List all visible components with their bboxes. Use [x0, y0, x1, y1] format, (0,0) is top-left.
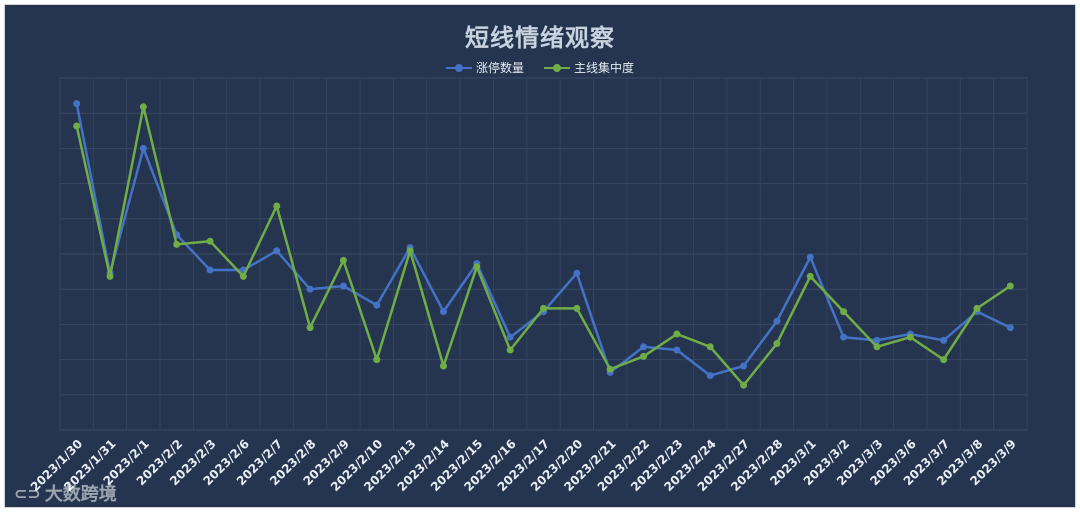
data-point-series-2	[606, 365, 614, 373]
data-point-series-1	[73, 100, 81, 108]
watermark-text: 大数跨境	[44, 484, 117, 505]
data-point-series-1	[873, 336, 881, 344]
data-point-series-2	[439, 362, 447, 370]
data-point-series-1	[673, 346, 681, 354]
data-point-series-1	[740, 362, 748, 370]
data-point-series-1	[139, 144, 147, 152]
data-point-series-2	[640, 352, 648, 360]
data-point-series-1	[506, 333, 514, 341]
chart-frame	[4, 4, 1076, 508]
data-point-series-1	[706, 372, 714, 380]
data-point-series-2	[273, 202, 281, 210]
data-point-series-1	[206, 266, 214, 274]
data-point-series-2	[1006, 282, 1014, 290]
data-point-series-2	[73, 122, 81, 130]
data-point-series-2	[906, 333, 914, 341]
data-point-series-1	[940, 336, 948, 344]
legend-swatch-series-2	[544, 63, 570, 73]
series-line-1	[75, 103, 1011, 377]
data-point-series-2	[940, 356, 948, 364]
data-point-series-2	[740, 381, 748, 389]
legend-item-series-1[interactable]: 涨停数量	[445, 59, 524, 76]
data-point-series-2	[106, 272, 114, 280]
data-point-series-2	[673, 330, 681, 338]
data-point-series-1	[573, 269, 581, 277]
chart-legend: 涨停数量 主线集中度	[0, 59, 1080, 76]
data-point-series-2	[506, 346, 514, 354]
data-point-series-2	[706, 343, 714, 351]
data-point-series-2	[139, 103, 147, 111]
chart-title: 短线情绪观察	[465, 24, 615, 52]
legend-swatch-series-1	[445, 63, 472, 73]
data-point-series-2	[973, 304, 981, 312]
data-point-series-2	[373, 356, 381, 364]
data-point-series-2	[873, 343, 881, 351]
data-point-series-2	[239, 272, 247, 280]
data-point-series-1	[840, 333, 848, 341]
legend-item-series-2[interactable]: 主线集中度	[544, 59, 634, 76]
data-point-series-2	[306, 324, 314, 332]
data-point-series-2	[406, 247, 414, 255]
legend-label-series-1: 涨停数量	[475, 61, 524, 75]
data-point-series-2	[540, 304, 547, 312]
watermark: ⊂⊃ 大数跨境	[14, 480, 117, 506]
data-point-series-2	[206, 237, 214, 245]
data-point-series-1	[373, 301, 381, 309]
data-point-series-2	[773, 340, 781, 348]
data-point-series-1	[339, 282, 347, 290]
data-point-series-1	[806, 253, 814, 261]
data-point-series-1	[306, 285, 314, 293]
data-point-series-1	[1006, 324, 1014, 332]
data-point-series-2	[573, 304, 581, 312]
data-point-series-1	[640, 343, 648, 351]
data-point-series-2	[339, 256, 347, 264]
data-point-series-1	[273, 247, 281, 255]
kd-logo-icon: ⊂⊃	[14, 483, 41, 503]
data-point-series-2	[473, 263, 481, 271]
data-point-series-2	[173, 240, 181, 248]
data-point-series-2	[806, 272, 814, 280]
data-point-series-2	[840, 308, 848, 316]
data-point-series-1	[439, 308, 447, 316]
data-point-series-1	[773, 317, 781, 325]
legend-label-series-2: 主线集中度	[574, 61, 635, 75]
